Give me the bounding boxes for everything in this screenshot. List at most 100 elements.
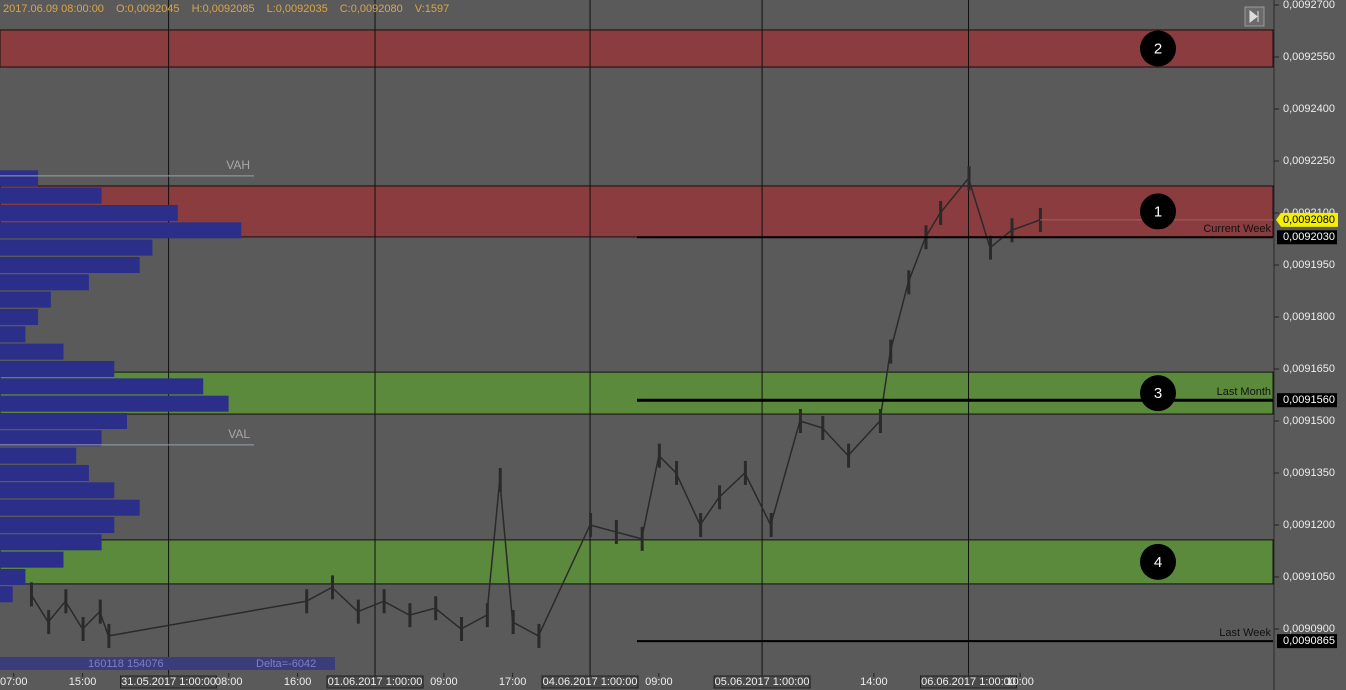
price-cluster xyxy=(699,512,703,537)
header-item: L:0,0092035 xyxy=(267,3,328,15)
x-tick-label: 10:00 xyxy=(1006,676,1034,688)
price-cluster xyxy=(382,589,386,614)
x-tick-label: 15:00 xyxy=(69,676,97,688)
profile-bar xyxy=(0,170,39,187)
level-price-box xyxy=(1277,230,1337,245)
y-tick-label: 0,0091200 xyxy=(1283,519,1335,531)
level-price-box xyxy=(1277,634,1337,649)
y-tick-label: 0,0091950 xyxy=(1283,259,1335,271)
price-cluster xyxy=(907,270,911,295)
x-tick-label: 04.06.2017 1:00:00 xyxy=(543,676,638,688)
y-tick-label: 0,0090900 xyxy=(1283,623,1335,635)
x-tick-label: 06.06.2017 1:00:00 xyxy=(921,676,1016,688)
zone xyxy=(0,539,1274,585)
price-cluster xyxy=(356,599,360,624)
x-tick-label: 09:00 xyxy=(645,676,673,688)
price-cluster xyxy=(408,603,412,628)
price-cluster xyxy=(821,415,825,440)
profile-bar xyxy=(0,204,178,221)
x-tick-label: 31.05.2017 1:00:00 xyxy=(121,676,216,688)
footer-volume: 160118 154076 xyxy=(88,658,164,670)
price-cluster xyxy=(675,460,679,485)
level-name: Last Month xyxy=(1217,386,1271,398)
level-price-label: 0,0092030 xyxy=(1283,231,1335,243)
zone-number: 3 xyxy=(1154,385,1162,402)
y-tick-label: 0,0092400 xyxy=(1283,103,1335,115)
profile-bar xyxy=(0,326,26,343)
price-line xyxy=(30,176,1041,637)
price-cluster xyxy=(878,408,882,433)
zone-number: 1 xyxy=(1154,203,1162,220)
level-price-label: 0,0091560 xyxy=(1283,394,1335,406)
price-cluster xyxy=(967,166,971,191)
footer-delta: Delta=-6042 xyxy=(256,658,316,670)
header-item: O:0,0092045 xyxy=(116,3,180,15)
price-cluster xyxy=(434,596,438,621)
price-cluster xyxy=(511,610,515,635)
level-price-box xyxy=(1277,393,1337,408)
level-name: Current Week xyxy=(1203,223,1271,235)
y-tick-label: 0,0091350 xyxy=(1283,467,1335,479)
y-tick-label: 0,0092700 xyxy=(1283,0,1335,11)
x-tick-label: 16:00 xyxy=(284,676,312,688)
footer-box xyxy=(0,657,335,670)
price-cluster xyxy=(939,200,943,225)
zone-marker xyxy=(1140,193,1176,230)
profile-bar xyxy=(0,412,127,429)
profile-bar xyxy=(0,256,140,273)
zone-marker xyxy=(1140,543,1176,580)
profile-bar xyxy=(0,516,115,533)
level-price-label: 0,0090865 xyxy=(1283,635,1335,647)
price-cluster xyxy=(743,460,747,485)
x-tick-label: 07:00 xyxy=(0,676,28,688)
zone xyxy=(0,29,1274,68)
price-cluster xyxy=(305,589,309,614)
profile-bar xyxy=(0,187,102,204)
price-cluster xyxy=(657,443,661,468)
profile-bar xyxy=(0,239,153,256)
price-cluster xyxy=(47,610,51,635)
profile-bar xyxy=(0,291,51,308)
profile-bar xyxy=(0,447,77,464)
profile-bar xyxy=(0,534,102,551)
profile-bar xyxy=(0,378,204,395)
y-tick-label: 0,0092550 xyxy=(1283,51,1335,63)
header-item: V:1597 xyxy=(415,3,449,15)
price-cluster xyxy=(889,339,893,364)
price-cluster xyxy=(989,235,993,260)
y-tick-label: 0,0091050 xyxy=(1283,571,1335,583)
y-tick-label: 0,0091500 xyxy=(1283,415,1335,427)
header-item: H:0,0092085 xyxy=(192,3,255,15)
y-tick-label: 0,0092250 xyxy=(1283,155,1335,167)
price-cluster xyxy=(485,603,489,628)
scroll-end-icon xyxy=(1249,9,1259,24)
current-price-box xyxy=(1276,212,1338,227)
x-tick-label: 14:00 xyxy=(860,676,888,688)
price-cluster xyxy=(589,512,593,537)
price-cluster xyxy=(460,616,464,641)
price-cluster xyxy=(29,582,33,607)
profile-bar xyxy=(0,551,64,568)
header-item: C:0,0092080 xyxy=(340,3,403,15)
y-tick-label: 0,0091800 xyxy=(1283,311,1335,323)
header-item: 2017.06.09 08:00:00 xyxy=(3,3,104,15)
level-name: Last Week xyxy=(1219,627,1271,639)
price-cluster xyxy=(614,519,618,544)
price-cluster xyxy=(769,512,773,537)
profile-bar xyxy=(0,464,89,481)
x-tick-label: 08:00 xyxy=(215,676,243,688)
profile-bar xyxy=(0,222,242,239)
profile-bar xyxy=(0,482,115,499)
profile-bar xyxy=(0,308,39,325)
price-cluster xyxy=(498,467,502,492)
price-cluster xyxy=(107,623,111,648)
x-tick-label: 17:00 xyxy=(499,676,527,688)
zone-marker xyxy=(1140,30,1176,67)
profile-bar xyxy=(0,274,89,291)
profile-bar xyxy=(0,430,102,447)
y-tick-label: 0,0091650 xyxy=(1283,363,1335,375)
price-cluster xyxy=(1010,218,1014,243)
profile-bar xyxy=(0,343,64,360)
price-cluster xyxy=(718,485,722,510)
